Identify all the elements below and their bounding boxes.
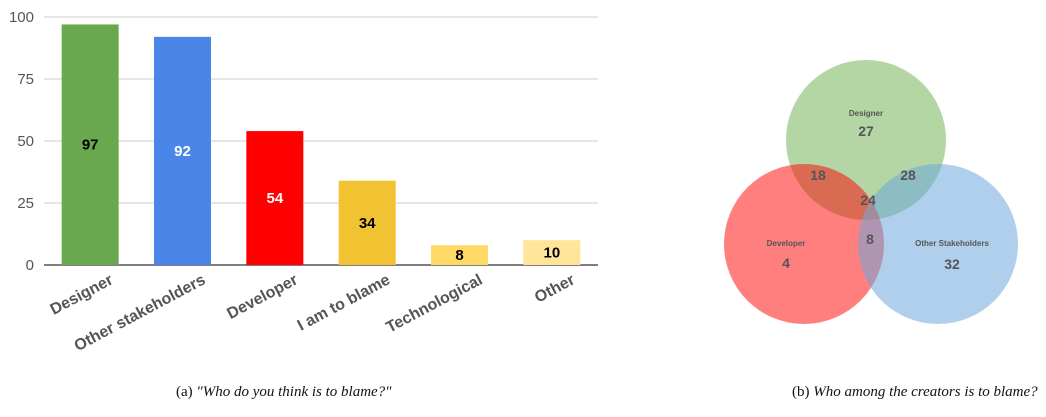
venn-diagram: Designer 27 Developer 4 Other Stakeholde… (724, 60, 1018, 324)
venn-label-designer: Designer (849, 109, 883, 118)
x-tick-label: Other (532, 272, 578, 307)
bar-other (523, 240, 581, 265)
data-label: 34 (359, 215, 376, 232)
venn-label-developer: Developer (767, 239, 806, 248)
caption-a-text: "Who do you think is to blame?" (196, 384, 392, 400)
data-label: 54 (266, 190, 283, 207)
y-tick-label: 25 (17, 195, 34, 212)
y-tick-label: 0 (26, 257, 34, 274)
data-label: 8 (455, 247, 463, 264)
venn-circle-developer (724, 164, 884, 324)
venn-value-designer-other: 28 (900, 167, 916, 183)
x-tick-label: Developer (224, 272, 300, 323)
bar-developer (246, 131, 304, 265)
bar-other-stakeholders (154, 36, 211, 266)
y-tick-label: 75 (17, 71, 34, 88)
venn-circle-other (858, 164, 1018, 324)
venn-value-designer-developer: 18 (810, 167, 826, 183)
venn-value-developer: 4 (782, 255, 790, 271)
venn-value-designer: 27 (858, 123, 874, 139)
y-tick-label: 50 (17, 133, 34, 150)
data-label: 10 (543, 245, 560, 262)
caption-b-prefix: (b) (792, 384, 810, 400)
data-label: 97 (82, 137, 99, 154)
bar-i-am-to-blame (338, 180, 396, 265)
caption-b-text: Who among the creators is to blame? (813, 384, 1038, 400)
x-tick-label: I am to blame (295, 271, 393, 334)
venn-value-developer-other: 8 (866, 231, 874, 247)
y-tick-label: 100 (9, 9, 34, 26)
venn-value-other: 32 (944, 256, 960, 272)
caption-b: (b) Who among the creators is to blame? (792, 384, 1038, 401)
data-label: 92 (174, 143, 191, 160)
bar-designer (61, 24, 119, 265)
venn-value-all: 24 (860, 192, 876, 208)
x-tick-label: Technological (383, 272, 485, 337)
caption-a: (a) "Who do you think is to blame?" (176, 384, 391, 401)
y-axis-ticks: 0 25 50 75 100 (9, 9, 34, 274)
data-labels: 97 92 54 34 8 10 (82, 137, 560, 264)
bars (61, 24, 581, 266)
x-tick-label: Designer (48, 272, 116, 319)
caption-a-prefix: (a) (176, 384, 193, 400)
venn-label-other: Other Stakeholders (915, 239, 989, 248)
bar-technological (431, 245, 488, 265)
gridlines (44, 16, 598, 266)
